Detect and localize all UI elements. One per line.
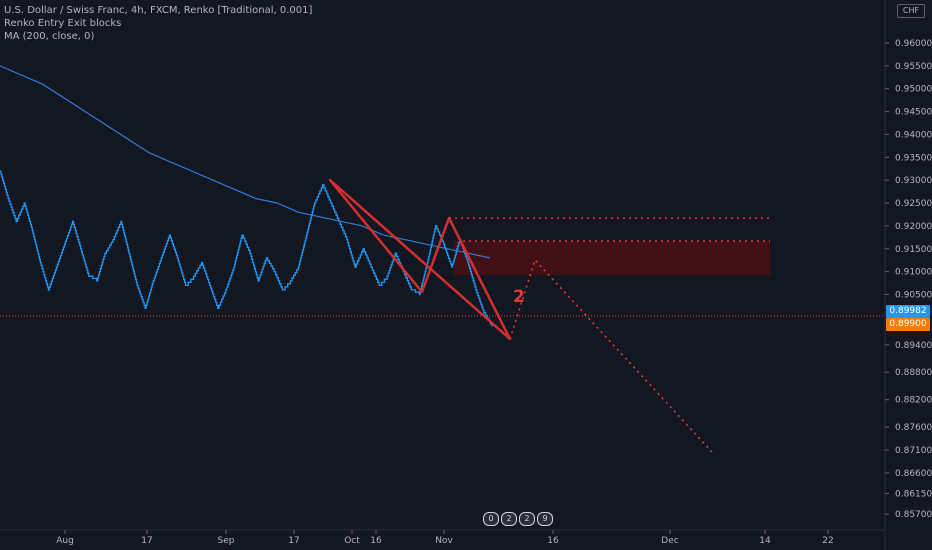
price-tick-label: 0.86600 — [895, 469, 932, 479]
event-badge[interactable]: 0 — [483, 512, 499, 526]
price-tick-label: 0.89400 — [895, 341, 932, 351]
time-tick-label: 14 — [759, 536, 771, 546]
price-tick-label: 0.88800 — [895, 368, 932, 378]
price-tick-label: 0.95500 — [895, 62, 932, 72]
renko-price-line — [0, 170, 493, 327]
event-badge[interactable]: 2 — [519, 512, 535, 526]
price-tick-label: 0.94500 — [895, 108, 932, 118]
indicator-ma[interactable]: MA (200, close, 0) — [4, 31, 95, 42]
price-tick-label: 0.92500 — [895, 199, 932, 209]
price-tick-label: 0.88200 — [895, 396, 932, 406]
time-tick-label: 16 — [547, 536, 559, 546]
price-tick-label: 0.85700 — [895, 510, 932, 520]
price-tick-label: 0.93500 — [895, 153, 932, 163]
level-price-tag: 0.89900 — [886, 318, 930, 331]
time-axis-labels: Aug 17 Sep 17 Oct 16 Nov 16 Dec 14 22 — [56, 530, 834, 546]
price-tick-label: 0.91500 — [895, 245, 932, 255]
price-tick-label: 0.87100 — [895, 446, 932, 456]
time-tick-label: Aug — [56, 536, 74, 546]
time-tick-label: Oct — [344, 536, 360, 546]
price-tick-label: 0.91000 — [895, 268, 932, 278]
price-tick-label: 0.86150 — [895, 489, 932, 499]
price-tick-label: 0.94000 — [895, 130, 932, 140]
symbol-title[interactable]: U.S. Dollar / Swiss Franc, 4h, FXCM, Ren… — [4, 5, 313, 16]
wedge-pattern-drawing[interactable] — [328, 178, 512, 341]
time-tick-label: Dec — [661, 536, 678, 546]
last-price-tag: 0.89982 — [886, 305, 930, 318]
price-tick-label: 0.93000 — [895, 176, 932, 186]
price-tick-label: 0.95000 — [895, 85, 932, 95]
chart-legend: U.S. Dollar / Swiss Franc, 4h, FXCM, Ren… — [4, 4, 312, 43]
price-tick-label: 0.96000 — [895, 39, 932, 49]
indicator-renko-blocks[interactable]: Renko Entry Exit blocks — [4, 18, 122, 29]
event-badge[interactable]: 9 — [537, 512, 553, 526]
projection-path[interactable] — [509, 258, 713, 453]
resistance-zone[interactable] — [454, 241, 770, 275]
currency-label[interactable]: CHF — [897, 4, 925, 18]
price-tick-label: 0.90500 — [895, 291, 932, 301]
time-tick-label: Nov — [435, 536, 453, 546]
wave-label[interactable]: 2 — [513, 287, 525, 307]
price-tick-label: 0.92000 — [895, 222, 932, 232]
price-tick-label: 0.87600 — [895, 423, 932, 433]
time-tick-label: 17 — [141, 536, 152, 546]
economic-events[interactable]: 0 2 2 9 — [483, 512, 553, 526]
time-tick-label: Sep — [218, 536, 235, 546]
time-tick-label: 17 — [288, 536, 299, 546]
renko-path — [0, 170, 493, 327]
time-tick-label: 22 — [822, 536, 833, 546]
moving-average-line — [0, 65, 491, 259]
time-tick-label: 16 — [370, 536, 382, 546]
event-badge[interactable]: 2 — [501, 512, 517, 526]
price-axis-labels: 0.96000 0.95500 0.95000 0.94500 0.94000 0.935… — [885, 39, 932, 520]
